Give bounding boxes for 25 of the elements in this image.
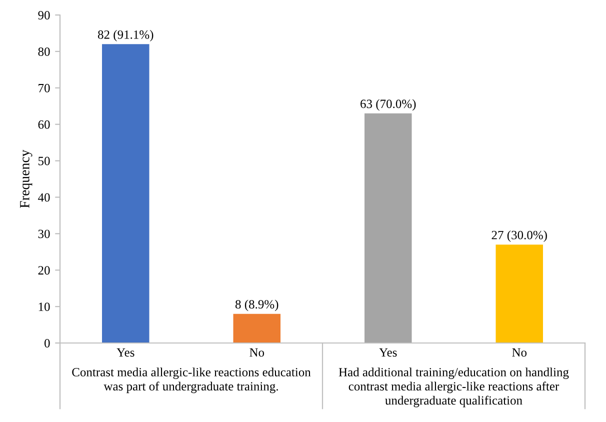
data-label: 63 (70.0%) (360, 99, 416, 111)
y-tick-label: 10 (38, 302, 50, 312)
x-tick-label: Yes (116, 348, 134, 357)
data-label: 27 (30.0%) (492, 230, 547, 242)
y-tick-label: 90 (38, 11, 50, 20)
y-tick-label: 0 (44, 339, 50, 348)
bar (233, 314, 280, 343)
x-tick-label: No (512, 348, 527, 357)
y-tick-label: 30 (38, 230, 50, 238)
bar (102, 44, 150, 343)
text: Had additional training/education on handling contrast media allergic-like reactions after undergraduate qualification (338, 368, 569, 408)
y-tick-label: 60 (38, 120, 50, 129)
y-tick-label: 80 (38, 47, 50, 56)
x-tick-label: Yes (379, 348, 397, 357)
bar (364, 113, 412, 343)
y-tick-label: 70 (38, 84, 50, 92)
text: Contrast media allergic-like reactions education was part of undergraduate training. (72, 368, 311, 394)
y-axis-title: Frequency (20, 150, 32, 208)
data-label: 82 (91.1%) (98, 30, 154, 42)
bar (496, 244, 543, 343)
y-tick-label: 20 (38, 266, 50, 275)
x-tick-label: No (250, 348, 264, 357)
y-tick-label: 40 (38, 193, 50, 202)
data-label: 8 (8.9%) (235, 300, 278, 312)
y-tick-label: 50 (38, 156, 50, 166)
